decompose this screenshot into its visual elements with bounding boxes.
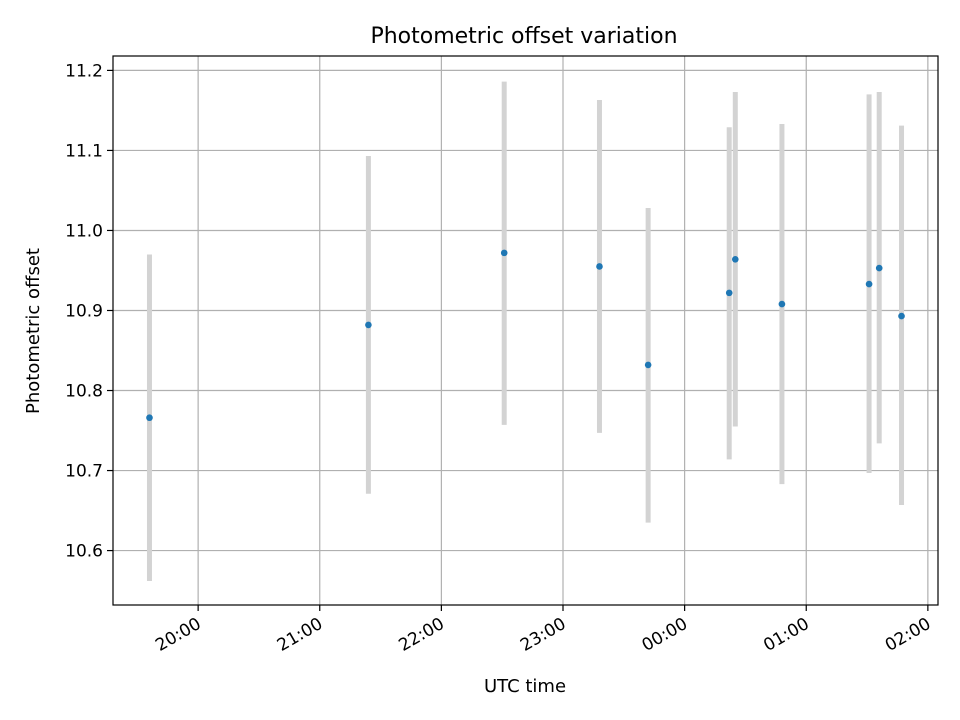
chart-title: Photometric offset variation <box>370 24 677 49</box>
data-point <box>596 263 603 270</box>
data-point <box>898 312 905 320</box>
data-point <box>875 264 883 272</box>
grid-lines <box>113 56 938 605</box>
data-points <box>146 249 905 422</box>
y-tick-label: 11.2 <box>65 61 103 81</box>
data-point <box>725 289 733 297</box>
y-tick-label: 10.6 <box>65 542 103 562</box>
plot-frame <box>112 55 939 606</box>
data-point <box>365 321 372 329</box>
y-axis-label: Photometric offset <box>23 248 44 414</box>
data-point <box>731 255 739 263</box>
data-point <box>778 300 786 308</box>
data-point <box>500 249 508 257</box>
x-axis-label: UTC time <box>484 676 566 697</box>
data-point <box>644 361 652 369</box>
data-point <box>865 280 873 288</box>
y-tick-label: 11.1 <box>65 141 103 161</box>
y-axis-ticks: 10.6 10.7 10.8 10.9 11.0 11.1 11.2 <box>65 61 113 562</box>
data-point <box>146 414 153 422</box>
y-tick-label: 10.9 <box>65 301 103 321</box>
y-tick-label: 11.0 <box>65 221 103 241</box>
y-tick-label: 10.7 <box>65 462 103 482</box>
y-tick-label: 10.8 <box>65 382 103 402</box>
